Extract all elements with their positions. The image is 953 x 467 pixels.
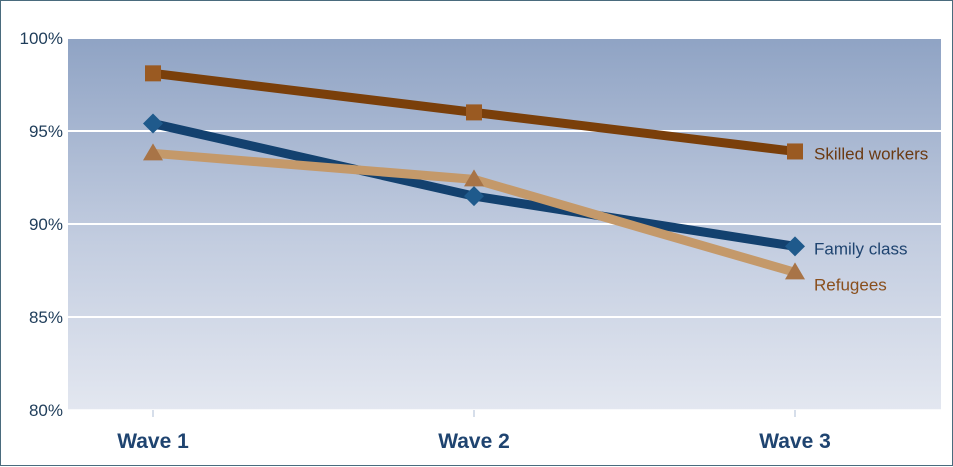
y-tick-label: 95%: [29, 122, 63, 141]
skilled-workers-label: Skilled workers: [814, 144, 928, 163]
x-category-label: Wave 2: [438, 430, 510, 453]
y-tick-label: 85%: [29, 308, 63, 327]
family-class-marker: [464, 186, 484, 207]
refugees-marker: [143, 143, 163, 161]
x-category-label: Wave 1: [117, 430, 189, 453]
y-tick-label: 100%: [20, 29, 63, 48]
labels: 80% 85% 90% 95% 100% Wave 1 Wave 2 Wave 3 Skille…: [20, 29, 929, 453]
skilled-workers-marker: [466, 104, 482, 121]
y-tick-label: 80%: [29, 401, 63, 420]
refugees-marker: [464, 169, 484, 187]
refugees-label: Refugees: [814, 275, 887, 294]
y-tick-label: 90%: [29, 215, 63, 234]
gridlines: [68, 37, 941, 318]
refugees-marker: [785, 262, 805, 280]
skilled-workers-marker: [787, 143, 803, 160]
x-category-label: Wave 3: [759, 430, 831, 453]
family-class-marker: [785, 236, 805, 257]
skilled-workers-marker: [145, 65, 161, 82]
family-class-label: Family class: [814, 239, 908, 258]
series-group: [143, 65, 805, 280]
family-class-marker: [143, 113, 163, 134]
axes: [62, 37, 941, 417]
